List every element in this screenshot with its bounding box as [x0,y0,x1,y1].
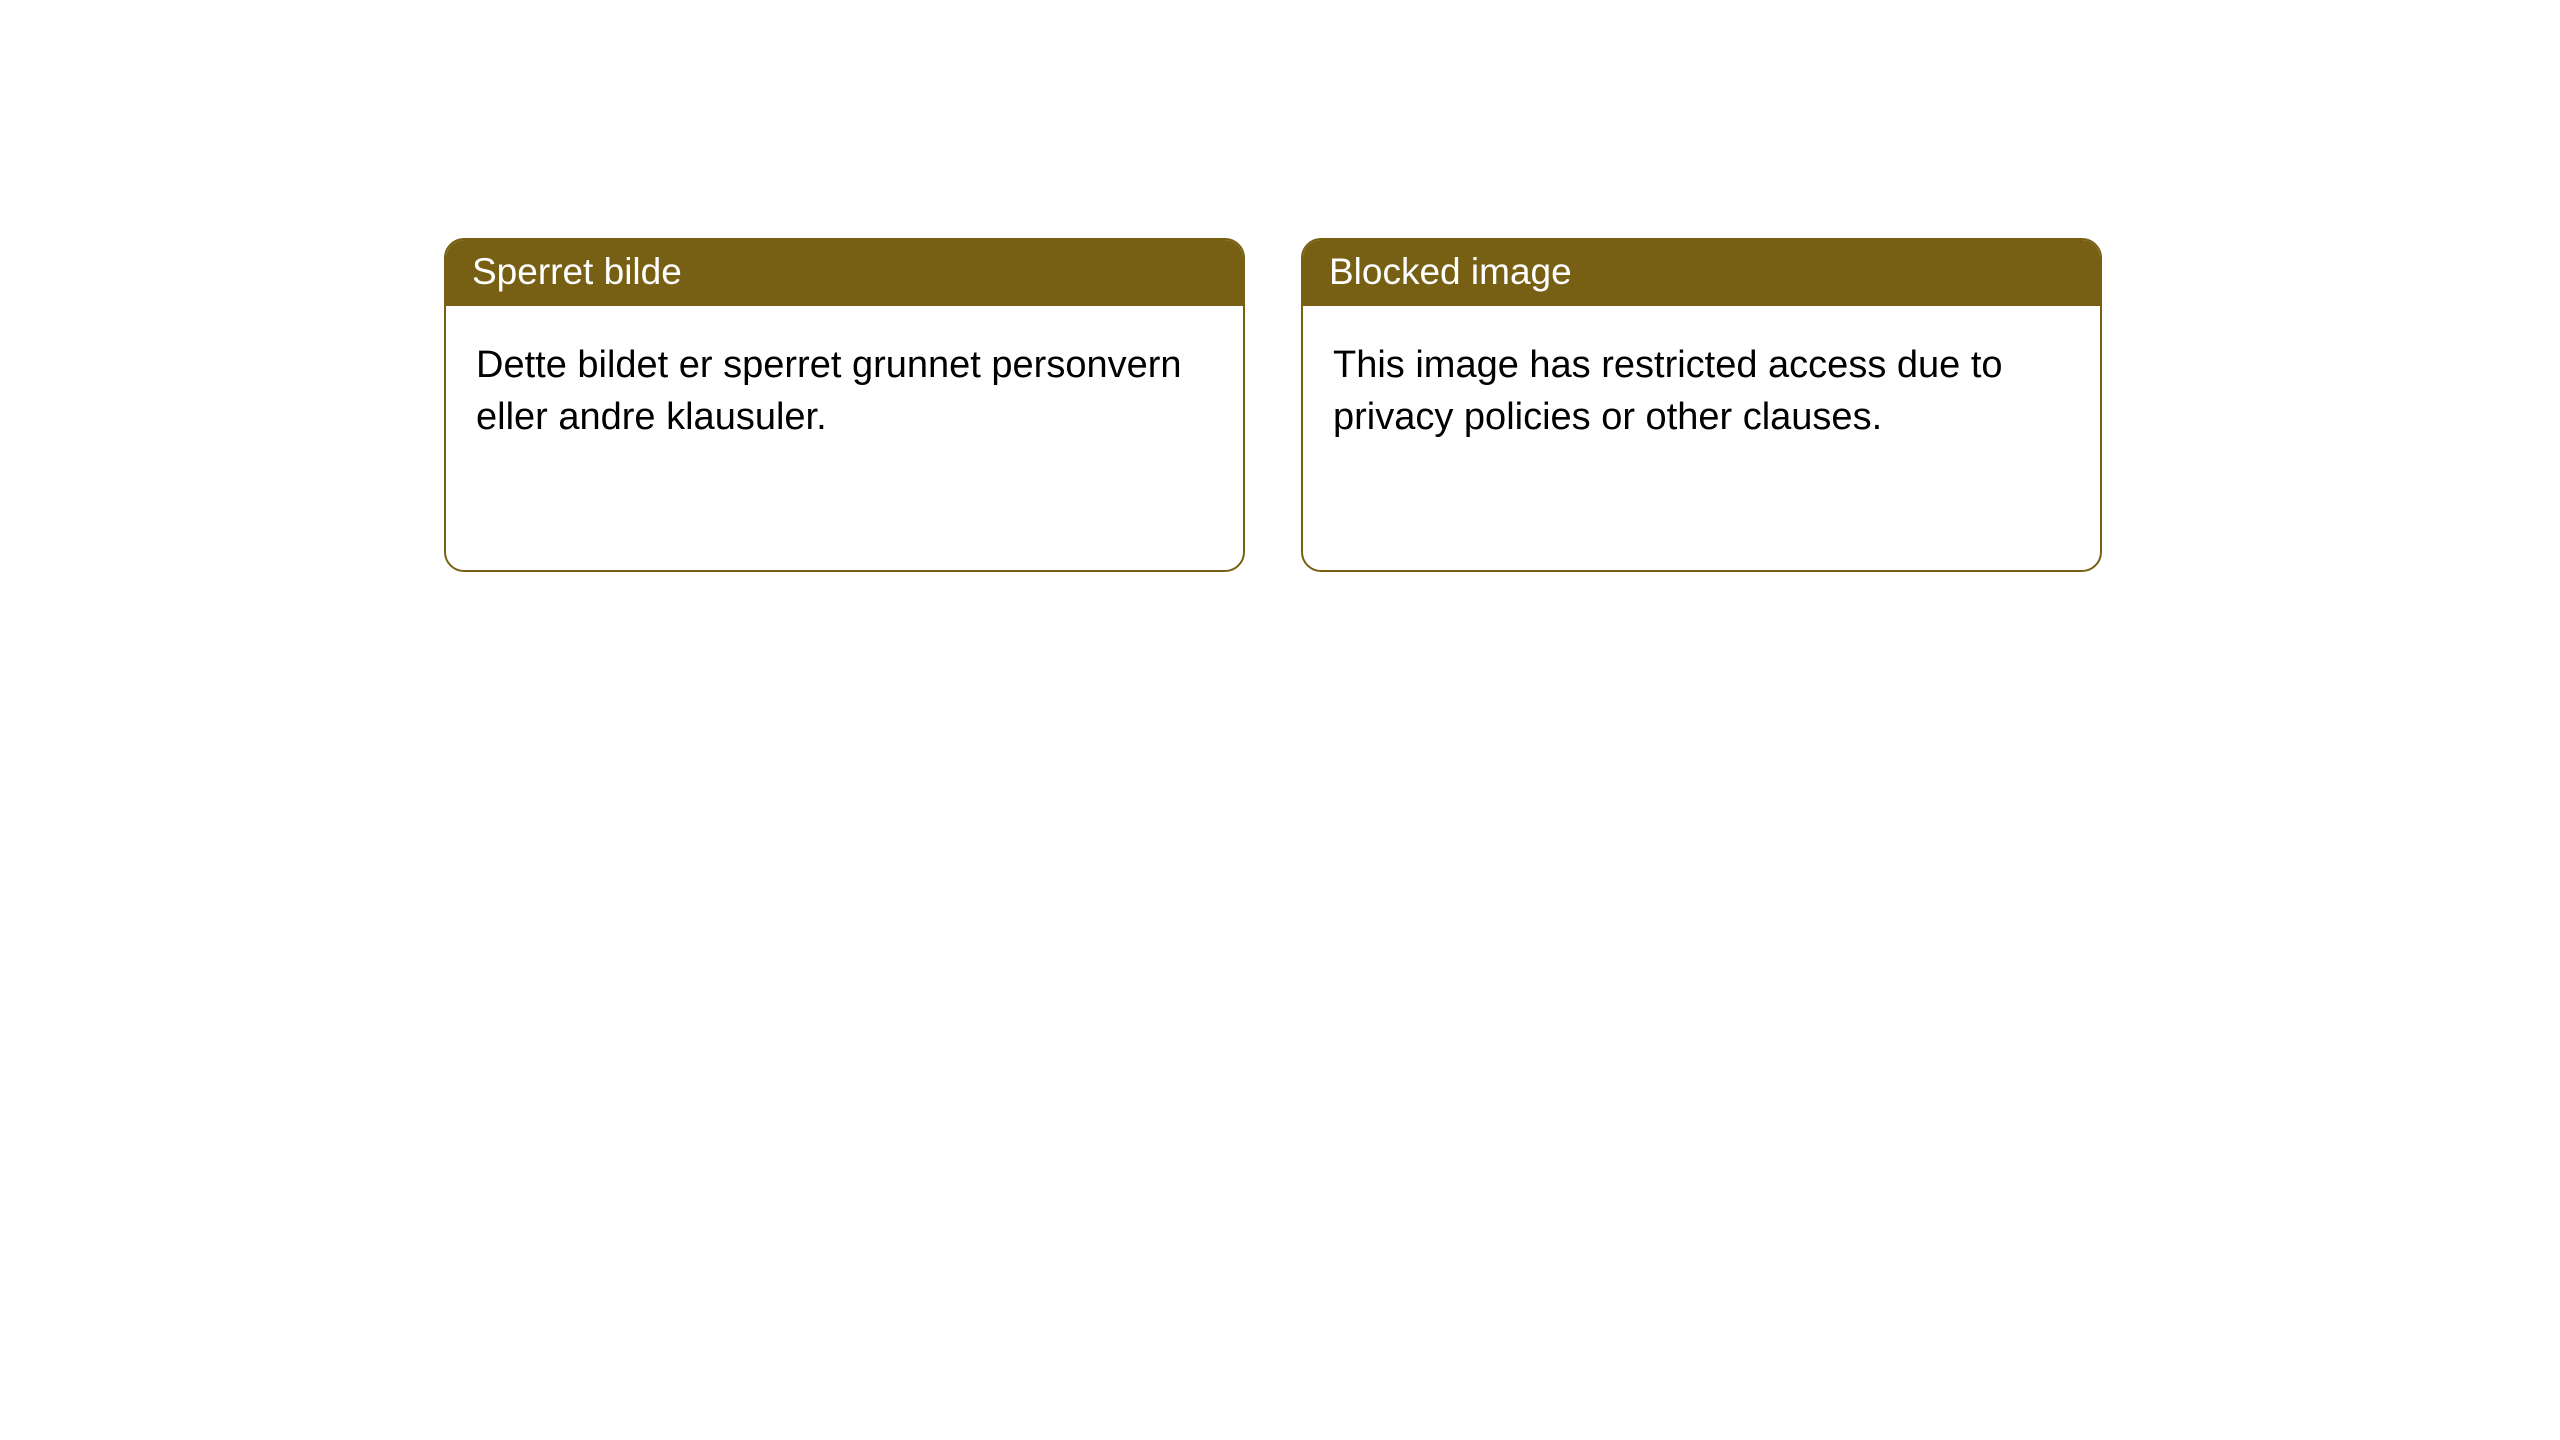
notice-header-no: Sperret bilde [446,240,1243,306]
notice-card-en: Blocked image This image has restricted … [1301,238,2102,572]
notice-card-no: Sperret bilde Dette bildet er sperret gr… [444,238,1245,572]
notice-header-en: Blocked image [1303,240,2100,306]
notice-body-no: Dette bildet er sperret grunnet personve… [446,306,1243,477]
notice-body-en: This image has restricted access due to … [1303,306,2100,477]
notice-container: Sperret bilde Dette bildet er sperret gr… [0,0,2560,572]
